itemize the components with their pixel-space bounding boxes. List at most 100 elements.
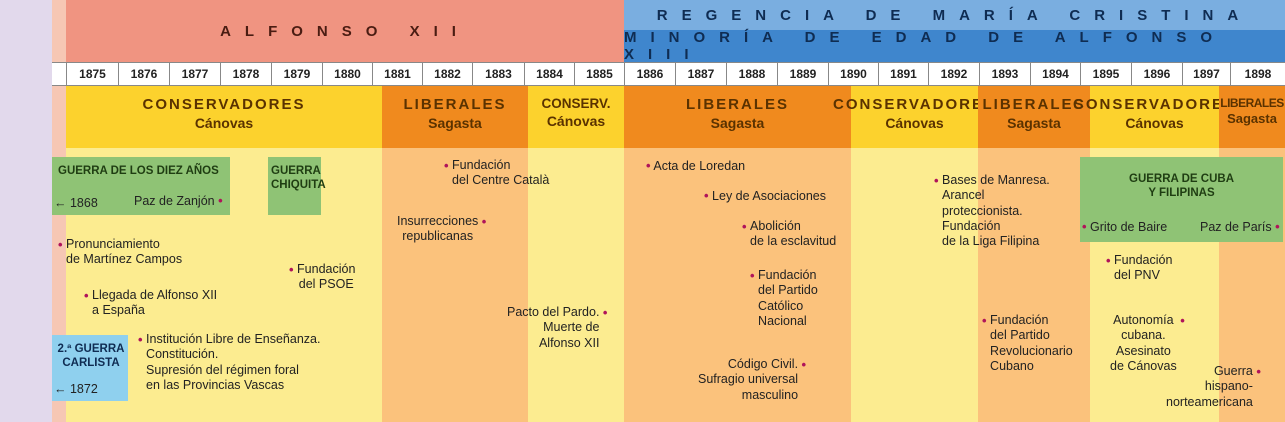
year-1898: 1898 bbox=[1230, 62, 1285, 86]
period-leader: Sagasta bbox=[1227, 111, 1277, 126]
year-1887: 1887 bbox=[675, 62, 726, 86]
event-pnv: • Fundación del PNV bbox=[1106, 253, 1173, 283]
year-1893: 1893 bbox=[979, 62, 1030, 86]
event-autonomia-text: Autonomía cubana. Asesinato de Cánovas bbox=[1110, 313, 1177, 373]
year-1890: 1890 bbox=[828, 62, 878, 86]
year-1892: 1892 bbox=[928, 62, 979, 86]
event-institucion-text: Institución Libre de Enseñanza. Constitu… bbox=[146, 332, 321, 392]
event-hispano-text: Guerra hispano- norteamericana bbox=[1166, 364, 1253, 409]
period-leader: Cánovas bbox=[1125, 114, 1184, 131]
period-name: LIBERALES bbox=[982, 96, 1086, 113]
event-autonomia: Autonomía cubana. Asesinato de Cánovas • bbox=[1110, 313, 1185, 373]
war-carlista-start: ← 1872 bbox=[54, 382, 98, 396]
war-cuba bbox=[1080, 157, 1283, 242]
year-1875: 1875 bbox=[66, 62, 118, 86]
period-name: LIBERALES bbox=[1220, 96, 1284, 110]
event-institucion: • Institución Libre de Enseñanza. Consti… bbox=[138, 332, 321, 392]
war-diez-anos-start-year: 1868 bbox=[69, 196, 98, 210]
year-1895: 1895 bbox=[1080, 62, 1131, 86]
reign-alfonso-xii-label: ALFONSO XII bbox=[220, 22, 470, 40]
reign-alfonso-xii: ALFONSO XII bbox=[66, 0, 624, 62]
left-margin bbox=[0, 0, 52, 422]
year-1891: 1891 bbox=[878, 62, 928, 86]
year-1885: 1885 bbox=[574, 62, 624, 86]
period-name: LIBERALES bbox=[685, 96, 789, 113]
period-header-3: LIBERALES Sagasta bbox=[624, 86, 851, 148]
period-column-1 bbox=[382, 148, 528, 422]
year-1880: 1880 bbox=[322, 62, 372, 86]
event-insurrecciones-text: Insurrecciones republicanas bbox=[397, 214, 479, 244]
event-abolicion: • Abolición de la esclavitud bbox=[742, 219, 837, 249]
period-header-0: CONSERVADORES Cánovas bbox=[66, 86, 382, 148]
period-column-5 bbox=[978, 148, 1090, 422]
year-1876: 1876 bbox=[118, 62, 169, 86]
event-psoe-text: Fundación del PSOE bbox=[297, 262, 356, 292]
war-cuba-end: Paz de París • bbox=[1200, 219, 1280, 234]
period-name: LIBERALES bbox=[403, 96, 507, 113]
period-column-3 bbox=[624, 148, 851, 422]
war-carlista-start-year: 1872 bbox=[69, 382, 98, 396]
event-pacto-text: Pacto del Pardo. Muerte de Alfonso XII bbox=[507, 305, 600, 350]
event-revolucionario: • Fundación del Partido Revolucionario C… bbox=[982, 313, 1073, 373]
period-header-7: LIBERALES Sagasta bbox=[1219, 86, 1285, 148]
year-1878: 1878 bbox=[220, 62, 271, 86]
event-abolicion-text: Abolición de la esclavitud bbox=[750, 219, 837, 249]
war-diez-anos bbox=[52, 157, 230, 215]
event-insurrecciones: Insurrecciones republicanas • bbox=[397, 214, 487, 244]
event-catolico: • Fundación del Partido Católico Naciona… bbox=[750, 268, 818, 328]
period-leader: Cánovas bbox=[546, 112, 606, 129]
year-1879: 1879 bbox=[271, 62, 322, 86]
event-pnv-text: Fundación del PNV bbox=[1114, 253, 1173, 283]
war-carlista-title: 2.ª GUERRA CARLISTA bbox=[57, 343, 125, 370]
event-manresa-text: Bases de Manresa. Arancel proteccionista… bbox=[942, 173, 1050, 248]
war-diez-anos-start: ← 1868 bbox=[54, 196, 98, 210]
period-leader: Cánovas bbox=[885, 114, 944, 131]
war-carlista bbox=[52, 335, 128, 401]
event-centre: • Fundación del Centre Català bbox=[444, 158, 550, 188]
event-hispano: Guerra hispano- norteamericana • bbox=[1166, 364, 1261, 409]
event-llegada-text: Llegada de Alfonso XII a España bbox=[92, 288, 218, 318]
period-leader: Sagasta bbox=[428, 114, 482, 131]
war-cuba-title: GUERRA DE CUBA Y FILIPINAS bbox=[1129, 173, 1234, 200]
war-chiquita-title: GUERRA CHIQUITA bbox=[271, 165, 326, 192]
period-header-4: CONSERVADORES Cánovas bbox=[833, 86, 994, 148]
year-1897: 1897 bbox=[1182, 62, 1230, 86]
year-1888: 1888 bbox=[726, 62, 777, 86]
period-name: CONSERV. bbox=[541, 96, 611, 111]
period-name: CONSERVADORES bbox=[833, 96, 996, 113]
paz-paris-label: Paz de París bbox=[1200, 220, 1272, 234]
war-diez-anos-end: Paz de Zanjón • bbox=[134, 193, 223, 208]
event-asociaciones: • Ley de Asociaciones bbox=[704, 188, 827, 203]
period-column-2 bbox=[528, 148, 624, 422]
period-header-1: LIBERALES Sagasta bbox=[382, 86, 528, 148]
event-codigo: Código Civil. Sufragio universal masculi… bbox=[698, 357, 807, 402]
event-pronunciamiento: • Pronunciamiento de Martínez Campos bbox=[58, 237, 183, 267]
year-1877: 1877 bbox=[169, 62, 220, 86]
war-chiquita bbox=[268, 157, 321, 215]
event-loredan-text: Acta de Loredan bbox=[653, 159, 746, 173]
event-asociaciones-text: Ley de Asociaciones bbox=[712, 189, 827, 203]
year-1894: 1894 bbox=[1030, 62, 1080, 86]
reign-regencia: REGENCIA DE MARÍA CRISTINA bbox=[624, 0, 1285, 30]
reign-minoria: MINORÍA DE EDAD DE ALFONSO XIII bbox=[624, 29, 1285, 63]
year-1889: 1889 bbox=[777, 62, 828, 86]
war-cuba-start: • Grito de Baire bbox=[1082, 219, 1168, 234]
event-pronunciamiento-text: Pronunciamiento de Martínez Campos bbox=[66, 237, 183, 267]
war-diez-anos-title: GUERRA DE LOS DIEZ AÑOS bbox=[58, 165, 219, 177]
event-psoe: • Fundación del PSOE bbox=[289, 262, 356, 292]
event-pacto: Pacto del Pardo. Muerte de Alfonso XII • bbox=[507, 305, 608, 350]
period-header-2: CONSERV. Cánovas bbox=[528, 86, 624, 148]
reign-regencia-label: REGENCIA DE MARÍA CRISTINA bbox=[656, 6, 1253, 24]
period-header-6: CONSERVADORES Cánovas bbox=[1073, 86, 1234, 148]
period-leader: Sagasta bbox=[1007, 114, 1061, 131]
period-leader: Sagasta bbox=[710, 114, 765, 131]
event-manresa: • Bases de Manresa. Arancel proteccionis… bbox=[934, 173, 1050, 248]
period-leader: Cánovas bbox=[194, 114, 254, 131]
event-loredan: • Acta de Loredan bbox=[646, 158, 746, 173]
grito-baire-label: Grito de Baire bbox=[1090, 220, 1168, 234]
year-1881: 1881 bbox=[372, 62, 422, 86]
paz-zanjon-label: Paz de Zanjón bbox=[134, 194, 215, 208]
event-centre-text: Fundación del Centre Català bbox=[452, 158, 550, 188]
year-1884: 1884 bbox=[524, 62, 574, 86]
year-1886: 1886 bbox=[624, 62, 675, 86]
